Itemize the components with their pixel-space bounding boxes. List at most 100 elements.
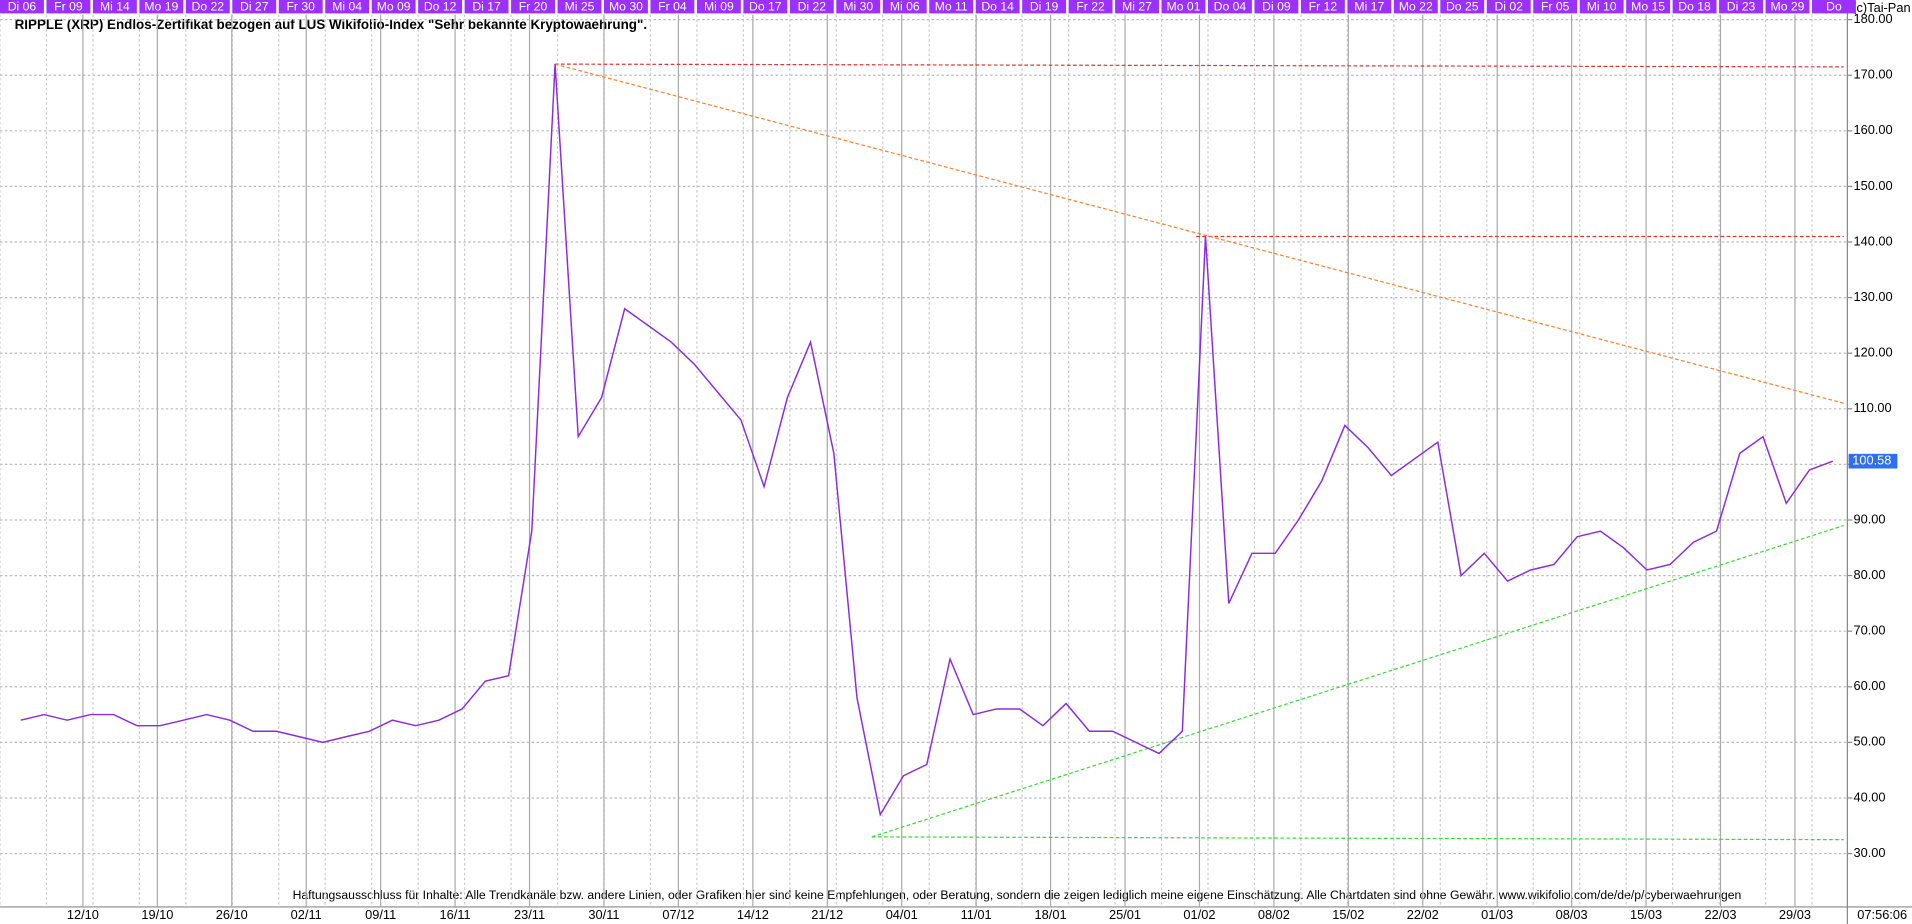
x-axis-label: 01/03 — [1481, 907, 1513, 922]
y-tick-label: 60.00 — [1853, 678, 1885, 693]
category-box — [464, 0, 509, 14]
x-tick-label: Fr 04 — [658, 0, 687, 14]
category-box — [1115, 0, 1159, 14]
y-tick-label: 120.00 — [1853, 345, 1892, 360]
trend-line — [871, 524, 1844, 838]
y-tick-label: 50.00 — [1853, 734, 1885, 749]
category-box — [1161, 0, 1206, 14]
x-tick-label: Mo 09 — [377, 0, 411, 14]
x-tick-label: Mo 30 — [609, 0, 643, 14]
x-tick-label: Fr 22 — [1076, 0, 1105, 14]
category-box — [557, 0, 602, 14]
x-axis-label: 18/01 — [1035, 907, 1067, 922]
x-tick-label: Di 09 — [1262, 0, 1291, 14]
x-tick-label: Mo 29 — [1771, 0, 1805, 14]
last-value-box — [1848, 453, 1898, 469]
x-tick-label: Di 22 — [798, 0, 827, 14]
category-box — [511, 0, 555, 14]
category-box — [1765, 0, 1810, 14]
x-axis-label: 26/10 — [216, 907, 248, 922]
disclaimer: Haftungsausschluss für Inhalte: Alle Tre… — [293, 888, 1742, 902]
trend-line — [871, 836, 1844, 841]
category-box — [929, 0, 974, 14]
x-tick-label: Mi 14 — [100, 0, 130, 14]
category-box — [139, 0, 184, 14]
x-axis-label: 09/11 — [365, 907, 396, 922]
x-axis-label: 04/01 — [886, 907, 918, 922]
category-box — [743, 0, 788, 14]
x-axis-label: 22/03 — [1704, 907, 1736, 922]
x-tick-label: Mo 01 — [1167, 0, 1201, 14]
category-box — [325, 0, 370, 14]
x-tick-label: Do 25 — [1446, 0, 1479, 14]
x-tick-label: Mo 15 — [1631, 0, 1665, 14]
x-axis-label: 21/12 — [811, 907, 843, 922]
y-tick-label: 40.00 — [1853, 789, 1885, 804]
x-tick-label: Fr 12 — [1309, 0, 1338, 14]
category-box — [975, 0, 1020, 14]
x-tick-label: Do 14 — [981, 0, 1014, 14]
category-box — [1393, 0, 1438, 14]
x-tick-label: Mi 06 — [890, 0, 920, 14]
category-box — [1719, 0, 1763, 14]
x-tick-label: Di 23 — [1727, 0, 1756, 14]
x-tick-label: Do 22 — [192, 0, 225, 14]
category-box — [1254, 0, 1299, 14]
y-tick-label: 70.00 — [1853, 623, 1885, 638]
category-box — [1626, 0, 1671, 14]
x-tick-label: Di 17 — [472, 0, 501, 14]
x-tick-label: Fr 09 — [54, 0, 83, 14]
x-axis-label: 07/12 — [662, 907, 694, 922]
trend-line — [554, 63, 1844, 404]
x-tick-label: Do 12 — [424, 0, 457, 14]
y-tick-label: 170.00 — [1853, 67, 1892, 82]
x-tick-label: Mo 11 — [935, 0, 968, 14]
y-tick-label: 160.00 — [1853, 122, 1892, 137]
y-tick-label: 180.00 — [1853, 11, 1892, 26]
x-tick-label: Mi 27 — [1122, 0, 1152, 14]
category-box — [92, 0, 137, 14]
category-box — [1579, 0, 1624, 14]
x-axis-label: 02/11 — [291, 907, 322, 922]
x-axis-label: 08/02 — [1258, 907, 1290, 922]
category-box — [836, 0, 881, 14]
copyright: (c)Tai-Pan — [1852, 0, 1910, 15]
chart-title: RIPPLE (XRP) Endlos-Zertifikat bezogen a… — [15, 17, 647, 32]
x-tick-label: Mi 30 — [843, 0, 873, 14]
category-box — [789, 0, 834, 14]
time: 07:56:06 — [1857, 907, 1907, 922]
x-tick-label: Mo 22 — [1399, 0, 1433, 14]
x-tick-label: Do — [1826, 0, 1842, 14]
x-tick-label: Di 27 — [240, 0, 269, 14]
y-tick-label: 130.00 — [1853, 289, 1892, 304]
category-box — [278, 0, 323, 14]
x-axis-label: 11/01 — [961, 907, 992, 922]
x-axis-label: 12/10 — [67, 907, 99, 922]
y-tick-label: 140.00 — [1853, 233, 1892, 248]
trend-line — [554, 63, 1844, 68]
x-axis-label: 08/03 — [1556, 907, 1588, 922]
category-box — [1533, 0, 1578, 14]
category-box — [1208, 0, 1252, 14]
category-box — [0, 0, 44, 14]
y-tick-label: 80.00 — [1853, 567, 1885, 582]
x-tick-label: Di 02 — [1494, 0, 1523, 14]
x-tick-label: Mi 17 — [1354, 0, 1384, 14]
x-tick-label: Do 17 — [749, 0, 782, 14]
x-tick-label: Do 04 — [1214, 0, 1247, 14]
x-tick-label: Di 19 — [1030, 0, 1059, 14]
x-tick-label: Mi 10 — [1587, 0, 1617, 14]
x-axis-label: 30/11 — [588, 907, 619, 922]
x-axis-label: 29/03 — [1779, 907, 1811, 922]
x-tick-label: Mi 04 — [332, 0, 362, 14]
y-tick-label: 30.00 — [1853, 845, 1885, 860]
category-box — [1022, 0, 1067, 14]
category-box — [46, 0, 91, 14]
category-box — [232, 0, 277, 14]
category-box — [1672, 0, 1717, 14]
x-axis-label: 19/10 — [141, 907, 173, 922]
category-box — [696, 0, 741, 14]
x-tick-label: Fr 05 — [1541, 0, 1570, 14]
